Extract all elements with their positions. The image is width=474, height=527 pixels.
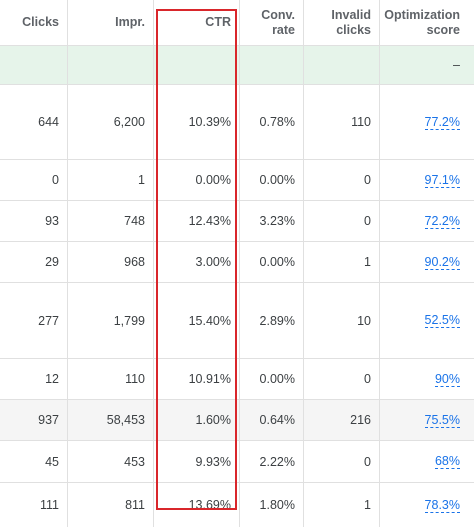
table-row: 111 811 13.69% 1.80% 1 78.3% bbox=[0, 483, 474, 527]
cell-impr: 748 bbox=[68, 201, 154, 241]
cell-ctr: 13.69% bbox=[154, 483, 240, 527]
column-header-clicks[interactable]: Clicks bbox=[0, 0, 68, 45]
table-row: 12 110 10.91% 0.00% 0 90% bbox=[0, 359, 474, 400]
opt-score-link[interactable]: 90% bbox=[434, 371, 460, 387]
cell-ctr: 9.93% bbox=[154, 441, 240, 482]
table-header-row: Clicks Impr. CTR Conv. rate Invalid click… bbox=[0, 0, 474, 46]
cell-clicks: 937 bbox=[0, 400, 68, 440]
cell-conv-rate: 3.23% bbox=[240, 201, 304, 241]
cell-impr: 6,200 bbox=[68, 85, 154, 159]
cell-ctr: 1.60% bbox=[154, 400, 240, 440]
cell-clicks: 45 bbox=[0, 441, 68, 482]
table-row: 93 748 12.43% 3.23% 0 72.2% bbox=[0, 201, 474, 242]
opt-score-link[interactable]: 90.2% bbox=[424, 254, 460, 270]
cell-invalid-clicks: 1 bbox=[304, 242, 380, 282]
opt-score-link[interactable]: 97.1% bbox=[424, 172, 460, 188]
cell-conv-rate: 0.00% bbox=[240, 160, 304, 200]
cell-conv-rate: 2.22% bbox=[240, 441, 304, 482]
cell-impr: 811 bbox=[68, 483, 154, 527]
cell-clicks: 644 bbox=[0, 85, 68, 159]
table-row: 0 1 0.00% 0.00% 0 97.1% bbox=[0, 160, 474, 201]
cell-clicks: 0 bbox=[0, 160, 68, 200]
cell-clicks: 93 bbox=[0, 201, 68, 241]
cell-invalid-clicks: 110 bbox=[304, 85, 380, 159]
column-header-optimization-score[interactable]: Optimization score bbox=[384, 7, 460, 37]
table-row: 29 968 3.00% 0.00% 1 90.2% bbox=[0, 242, 474, 283]
cell-ctr: 10.39% bbox=[154, 85, 240, 159]
opt-score-link[interactable]: 72.2% bbox=[424, 213, 460, 229]
cell-impr: 1 bbox=[68, 160, 154, 200]
cell-invalid-clicks: 0 bbox=[304, 160, 380, 200]
cell-ctr: 15.40% bbox=[154, 283, 240, 358]
cell-invalid-clicks: 0 bbox=[304, 201, 380, 241]
total-row: – bbox=[0, 46, 474, 85]
cell-clicks: 29 bbox=[0, 242, 68, 282]
cell-ctr: 0.00% bbox=[154, 160, 240, 200]
opt-score-link[interactable]: 68% bbox=[434, 454, 460, 469]
table-row: 277 1,799 15.40% 2.89% 10 52.5% bbox=[0, 283, 474, 359]
cell-ctr: 10.91% bbox=[154, 359, 240, 399]
column-header-ctr[interactable]: CTR bbox=[154, 0, 240, 45]
cell-conv-rate: 0.78% bbox=[240, 85, 304, 159]
cell-invalid-clicks: 0 bbox=[304, 359, 380, 399]
cell-clicks: 111 bbox=[0, 483, 68, 527]
cell-invalid-clicks: 0 bbox=[304, 441, 380, 482]
column-header-invalid-clicks[interactable]: Invalid clicks bbox=[304, 0, 380, 45]
cell-clicks: 12 bbox=[0, 359, 68, 399]
opt-score-link[interactable]: 75.5% bbox=[424, 412, 460, 428]
cell-impr: 110 bbox=[68, 359, 154, 399]
cell-clicks: 277 bbox=[0, 283, 68, 358]
cell-conv-rate: 2.89% bbox=[240, 283, 304, 358]
cell-conv-rate: 0.00% bbox=[240, 359, 304, 399]
total-opt-score: – bbox=[453, 58, 460, 72]
opt-score-link[interactable]: 78.3% bbox=[424, 497, 460, 513]
cell-impr: 1,799 bbox=[68, 283, 154, 358]
cell-conv-rate: 0.00% bbox=[240, 242, 304, 282]
opt-score-link[interactable]: 52.5% bbox=[424, 313, 460, 328]
cell-impr: 453 bbox=[68, 441, 154, 482]
table-row: 644 6,200 10.39% 0.78% 110 77.2% bbox=[0, 85, 474, 160]
cell-invalid-clicks: 10 bbox=[304, 283, 380, 358]
cell-conv-rate: 0.64% bbox=[240, 400, 304, 440]
cell-impr: 968 bbox=[68, 242, 154, 282]
cell-invalid-clicks: 216 bbox=[304, 400, 380, 440]
cell-conv-rate: 1.80% bbox=[240, 483, 304, 527]
cell-ctr: 3.00% bbox=[154, 242, 240, 282]
cell-ctr: 12.43% bbox=[154, 201, 240, 241]
table-row: 45 453 9.93% 2.22% 0 68% bbox=[0, 441, 474, 483]
column-header-impr[interactable]: Impr. bbox=[68, 0, 154, 45]
cell-invalid-clicks: 1 bbox=[304, 483, 380, 527]
column-header-conv-rate[interactable]: Conv. rate bbox=[240, 0, 304, 45]
table-row: 937 58,453 1.60% 0.64% 216 75.5% bbox=[0, 400, 474, 441]
cell-impr: 58,453 bbox=[68, 400, 154, 440]
opt-score-link[interactable]: 77.2% bbox=[424, 114, 460, 130]
